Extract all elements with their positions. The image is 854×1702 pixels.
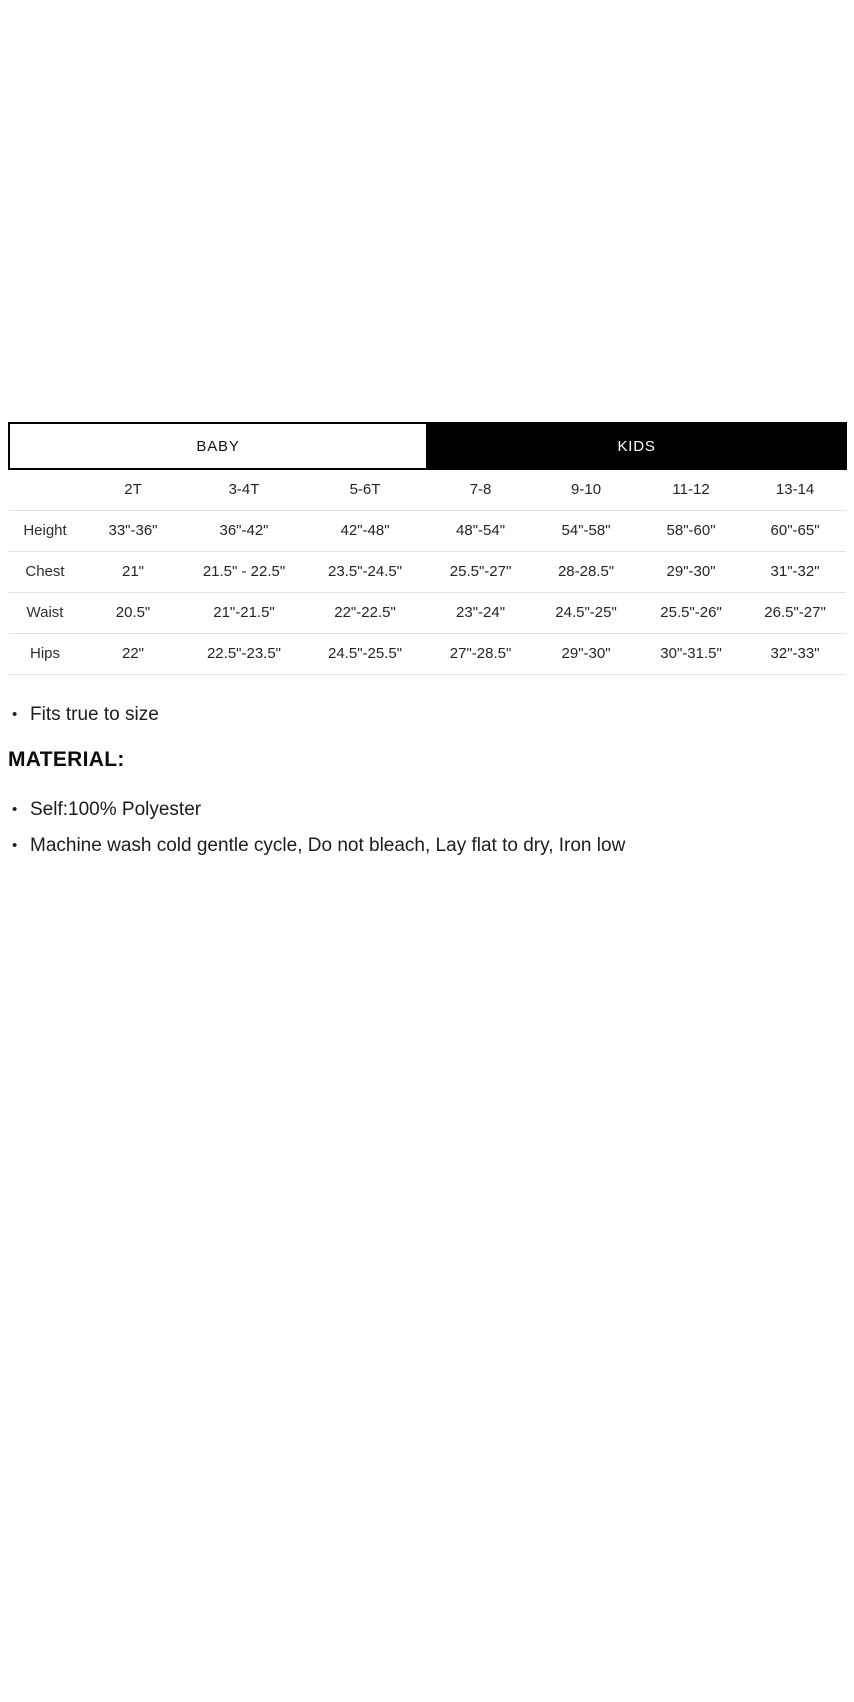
table-row-hips: Hips 22" 22.5"-23.5" 24.5"-25.5" 27"-28.…	[9, 633, 847, 675]
size-group-header-row: BABY KIDS	[7, 422, 848, 470]
material-note-item: Machine wash cold gentle cycle, Do not b…	[8, 834, 845, 858]
size-label: 9-10	[534, 469, 639, 511]
baby-group-header: BABY	[7, 422, 429, 470]
measurement-cell: 31"-32"	[744, 551, 847, 593]
measurement-cell: 23"-24"	[427, 592, 535, 634]
measurement-cell: 21"-21.5"	[185, 592, 303, 634]
row-label: Chest	[9, 551, 81, 593]
measurement-cell: 42"-48"	[303, 510, 428, 552]
measurement-cell: 22"-22.5"	[303, 592, 428, 634]
material-heading: MATERIAL:	[8, 747, 125, 771]
measurement-cell: 33"-36"	[81, 510, 185, 552]
measurement-cell: 24.5"-25"	[534, 592, 639, 634]
size-label: 11-12	[638, 469, 745, 511]
row-label: Height	[9, 510, 81, 552]
size-label: 13-14	[744, 469, 847, 511]
measurement-cell: 58"-60"	[638, 510, 745, 552]
measurement-cell: 29"-30"	[638, 551, 745, 593]
size-label-spacer	[9, 469, 81, 511]
measurement-cell: 36"-42"	[185, 510, 303, 552]
size-label: 7-8	[427, 469, 535, 511]
measurement-cell: 21"	[81, 551, 185, 593]
measurement-cell: 54"-58"	[534, 510, 639, 552]
table-row-waist: Waist 20.5" 21"-21.5" 22"-22.5" 23"-24" …	[9, 592, 847, 634]
material-notes-list: Self:100% Polyester Machine wash cold ge…	[8, 798, 845, 858]
measurement-cell: 48"-54"	[427, 510, 535, 552]
kids-group-header: KIDS	[426, 422, 848, 470]
measurement-cell: 25.5"-26"	[638, 592, 745, 634]
product-details-section: BABY KIDS 2T 3-4T 5-6T 7-8 9-10 11-12 13…	[0, 422, 854, 858]
fit-note-item: Fits true to size	[8, 703, 845, 727]
measurement-cell: 60"-65"	[744, 510, 847, 552]
size-chart: BABY KIDS 2T 3-4T 5-6T 7-8 9-10 11-12 13…	[7, 422, 848, 675]
material-note-item: Self:100% Polyester	[8, 798, 845, 822]
measurement-cell: 22.5"-23.5"	[185, 633, 303, 675]
size-labels-row: 2T 3-4T 5-6T 7-8 9-10 11-12 13-14	[9, 469, 847, 511]
table-row-chest: Chest 21" 21.5" - 22.5" 23.5"-24.5" 25.5…	[9, 551, 847, 593]
measurement-cell: 29"-30"	[534, 633, 639, 675]
size-chart-table: BABY KIDS 2T 3-4T 5-6T 7-8 9-10 11-12 13…	[7, 422, 848, 675]
measurement-cell: 21.5" - 22.5"	[185, 551, 303, 593]
measurement-cell: 26.5"-27"	[744, 592, 847, 634]
row-label: Hips	[9, 633, 81, 675]
measurement-cell: 28-28.5"	[534, 551, 639, 593]
table-row-height: Height 33"-36" 36"-42" 42"-48" 48"-54" 5…	[9, 510, 847, 552]
measurement-cell: 27"-28.5"	[427, 633, 535, 675]
fit-notes-list: Fits true to size	[8, 703, 845, 727]
measurement-cell: 23.5"-24.5"	[303, 551, 428, 593]
measurement-cell: 32"-33"	[744, 633, 847, 675]
measurement-cell: 25.5"-27"	[427, 551, 535, 593]
size-label: 2T	[81, 469, 185, 511]
measurement-cell: 30"-31.5"	[638, 633, 745, 675]
size-label: 3-4T	[185, 469, 303, 511]
measurement-cell: 22"	[81, 633, 185, 675]
size-label: 5-6T	[303, 469, 428, 511]
measurement-cell: 20.5"	[81, 592, 185, 634]
row-label: Waist	[9, 592, 81, 634]
measurement-cell: 24.5"-25.5"	[303, 633, 428, 675]
